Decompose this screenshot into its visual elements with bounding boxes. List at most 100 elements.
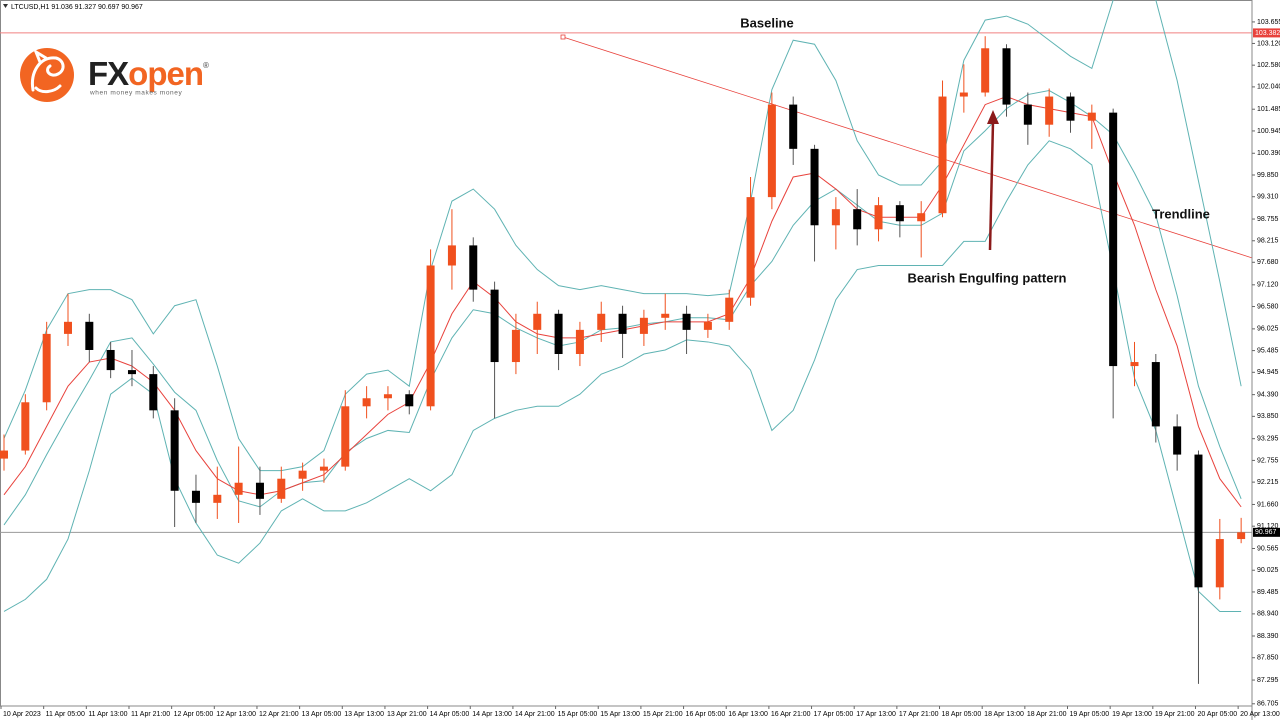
candle-body — [149, 374, 158, 411]
candle-body — [1215, 539, 1224, 588]
y-tick-label: 86.705 — [1257, 701, 1279, 708]
y-tick-label: 87.850 — [1257, 655, 1279, 662]
x-tick-label: 11 Apr 13:00 — [88, 711, 127, 718]
current-price-box — [1253, 527, 1280, 537]
annotation-arrowhead — [987, 110, 999, 124]
x-tick-label: 18 Apr 05:00 — [942, 711, 982, 718]
x-tick-label: 19 Apr 13:00 — [1112, 711, 1152, 718]
candle-body — [447, 245, 456, 266]
candle-body — [1109, 112, 1118, 367]
trendline — [562, 36, 1252, 259]
candle-body — [469, 245, 478, 290]
y-tick-label: 96.025 — [1257, 326, 1279, 333]
candle-body — [1087, 112, 1096, 121]
x-tick-label: 16 Apr 13:00 — [728, 711, 768, 718]
candle-body — [1045, 96, 1054, 125]
candle-body — [575, 329, 584, 355]
candle-body — [405, 394, 414, 407]
logo-badge — [20, 48, 74, 102]
y-tick-label: 89.485 — [1257, 589, 1279, 596]
y-tick-label: 90.565 — [1257, 545, 1279, 552]
y-tick-label: 88.390 — [1257, 633, 1279, 640]
candle-body — [490, 289, 499, 363]
candle-body — [0, 450, 8, 459]
candle-body — [426, 265, 435, 407]
y-tick-label: 94.945 — [1257, 369, 1279, 376]
logo-tagline: when money makes money — [89, 90, 182, 97]
y-tick-label: 100.945 — [1257, 128, 1280, 135]
candle-body — [853, 209, 862, 230]
candle-body — [234, 482, 243, 495]
header: LTCUSD,H1 91.036 91.327 90.697 90.967 — [11, 4, 143, 11]
candle-body — [191, 490, 200, 503]
y-tick-label: 92.755 — [1257, 457, 1279, 464]
candle-body — [1130, 362, 1139, 367]
x-tick-label: 10 Apr 2023 — [3, 711, 41, 718]
x-tick-label: 13 Apr 21:00 — [387, 711, 427, 718]
y-tick-label: 97.120 — [1257, 282, 1279, 289]
candle-body — [1066, 96, 1075, 121]
y-tick-label: 92.215 — [1257, 479, 1279, 486]
candle-body — [213, 494, 222, 503]
logo-wordmark: FXopen® — [88, 55, 209, 92]
x-tick-label: 12 Apr 13:00 — [216, 711, 256, 718]
y-tick-label: 98.755 — [1257, 216, 1279, 223]
y-tick-label: 99.850 — [1257, 172, 1279, 179]
x-tick-label: 18 Apr 21:00 — [1027, 711, 1067, 718]
x-tick-label: 11 Apr 05:00 — [46, 711, 85, 718]
logo-prefix: FX — [88, 55, 129, 92]
x-tick-label: 20 Apr 13:00 — [1240, 711, 1280, 718]
x-tick-label: 16 Apr 21:00 — [771, 711, 811, 718]
candle-body — [1002, 48, 1011, 105]
y-tick-label: 99.310 — [1257, 194, 1279, 201]
y-tick-label: 91.120 — [1257, 523, 1279, 530]
candle-body — [895, 205, 904, 222]
candle-body — [42, 333, 51, 403]
trendline-anchor — [560, 34, 566, 40]
candle-body — [639, 317, 648, 334]
candle-body — [831, 209, 840, 226]
y-tick-label: 97.680 — [1257, 259, 1279, 266]
x-tick-label: 14 Apr 13:00 — [472, 711, 512, 718]
candle-body — [981, 48, 990, 93]
current-price: 90.967 — [1255, 529, 1277, 536]
candle-body — [1023, 104, 1032, 125]
candle-body — [127, 370, 136, 375]
trendline-label: Trendline — [1152, 206, 1210, 221]
y-tick-label: 88.940 — [1257, 611, 1279, 618]
candle-body — [63, 321, 72, 334]
candle-body — [255, 482, 264, 499]
candle-body — [341, 406, 350, 467]
plot-frame — [0, 0, 1253, 707]
logo-registered: ® — [203, 61, 209, 70]
candle-body — [959, 92, 968, 97]
candle-body — [362, 398, 371, 407]
candle-body — [554, 313, 563, 355]
y-tick-label: 87.295 — [1257, 677, 1279, 684]
candle-body — [170, 410, 179, 491]
x-tick-label: 13 Apr 13:00 — [344, 711, 384, 718]
x-tick-label: 17 Apr 05:00 — [814, 711, 854, 718]
annotation-arrow — [988, 121, 995, 251]
candle-body — [810, 148, 819, 226]
y-tick-label: 102.040 — [1257, 84, 1280, 91]
y-tick-label: 93.850 — [1257, 413, 1279, 420]
x-tick-label: 16 Apr 05:00 — [686, 711, 726, 718]
logo: FXopen® when money makes money — [20, 48, 210, 102]
candle-body — [1173, 426, 1182, 455]
y-tick-label: 95.485 — [1257, 347, 1279, 354]
candle-body — [277, 478, 286, 499]
plot-area — [0, 0, 1252, 684]
candle-body — [298, 470, 307, 479]
candle-body — [917, 213, 926, 222]
candle-body — [106, 349, 115, 371]
candle-body — [85, 321, 94, 350]
candle-body — [682, 313, 691, 330]
overlay-line — [3, 0, 1242, 472]
candle-body — [703, 321, 712, 330]
pattern-label: Bearish Engulfing pattern — [908, 270, 1067, 285]
y-tick-label: 96.580 — [1257, 303, 1279, 310]
y-tick-label: 93.295 — [1257, 436, 1279, 443]
